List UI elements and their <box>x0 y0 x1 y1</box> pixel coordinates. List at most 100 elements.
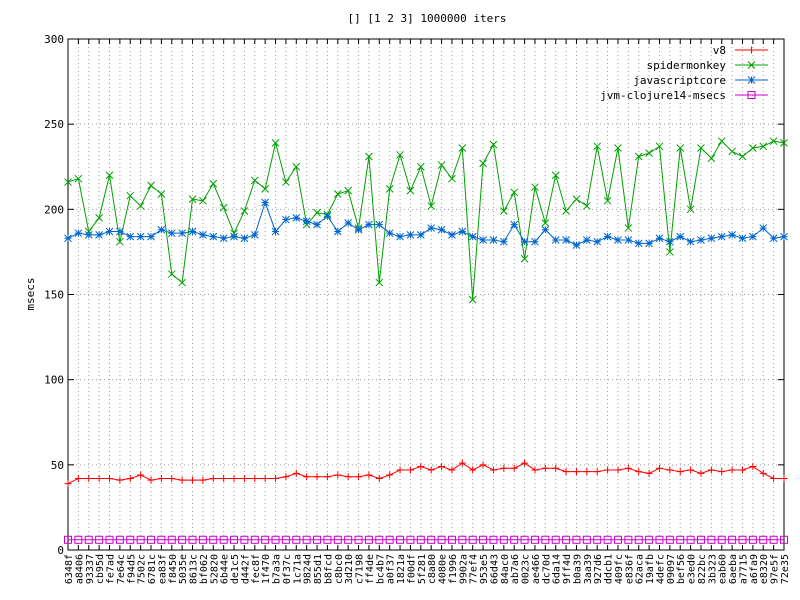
legend-label: javascriptcore <box>633 74 726 87</box>
data-point <box>323 212 332 221</box>
data-point <box>385 185 394 193</box>
data-point <box>427 466 435 474</box>
y-tick-label: 250 <box>44 118 64 131</box>
data-point <box>562 468 570 476</box>
data-point <box>499 207 508 215</box>
data-point <box>136 202 145 210</box>
data-point <box>157 474 165 482</box>
x-tick-label: c7198 <box>355 554 366 584</box>
data-point <box>749 232 757 241</box>
data-point <box>520 254 529 263</box>
legend-marker <box>748 46 755 54</box>
data-point <box>209 232 218 241</box>
data-point <box>676 535 685 544</box>
x-tick-label: 6da14 <box>552 554 563 584</box>
x-tick-label: 19afb <box>645 554 656 584</box>
data-point <box>448 466 456 474</box>
data-point <box>582 202 591 210</box>
data-point <box>209 535 218 544</box>
data-point <box>292 535 301 544</box>
data-point <box>406 466 414 474</box>
data-point <box>759 535 768 544</box>
data-point <box>95 474 103 482</box>
data-point <box>458 459 466 467</box>
x-tick-label: dc70d <box>541 554 552 584</box>
data-point <box>479 236 487 244</box>
data-point <box>95 535 104 544</box>
data-point <box>230 474 238 482</box>
data-point <box>313 473 321 481</box>
data-point <box>572 195 581 203</box>
data-point <box>748 535 757 544</box>
x-tick-label: c8a80 <box>427 554 438 584</box>
x-tick-label: c8bc0 <box>334 554 345 584</box>
data-point <box>303 473 311 481</box>
y-tick-label: 300 <box>44 33 64 46</box>
x-tick-label: f1996 <box>448 554 459 584</box>
x-tick-label: ab7a6 <box>510 554 521 584</box>
x-tick-label: ddcb1 <box>604 554 615 584</box>
data-point <box>448 174 456 183</box>
data-point <box>531 183 539 192</box>
x-tick-label: ea83f <box>157 554 168 584</box>
x-tick-label: a0f37 <box>386 554 397 584</box>
x-tick-label: e836f <box>624 554 635 584</box>
data-point <box>126 535 135 544</box>
data-point <box>188 535 197 544</box>
x-tick-label: 6348f <box>64 554 75 584</box>
data-point <box>770 474 778 482</box>
data-point <box>106 474 114 482</box>
data-point <box>666 248 674 256</box>
data-point <box>188 195 197 203</box>
data-point <box>666 237 674 246</box>
x-tick-label: 822bc <box>697 554 708 584</box>
data-point <box>334 471 342 479</box>
data-point <box>230 535 239 544</box>
data-point <box>717 535 726 544</box>
data-point <box>510 188 519 197</box>
x-tick-label: 7e64c <box>116 554 127 584</box>
data-point <box>313 220 321 229</box>
series-layer <box>64 137 788 544</box>
data-point <box>562 236 570 244</box>
data-point <box>147 476 155 484</box>
data-point <box>593 237 602 246</box>
x-tick-label: 7502c <box>137 554 148 584</box>
data-point <box>261 535 270 544</box>
data-point <box>220 474 228 482</box>
data-point <box>551 535 560 544</box>
data-point <box>74 535 83 544</box>
data-point <box>520 237 529 246</box>
data-point <box>582 535 591 544</box>
data-point <box>728 147 736 156</box>
x-tick-label: e8320 <box>759 554 770 584</box>
data-point <box>188 227 197 236</box>
data-point <box>437 161 446 169</box>
data-point <box>209 179 218 188</box>
x-tick-label: 93337 <box>85 554 96 584</box>
data-point <box>95 213 103 222</box>
x-tick-label: 9824d <box>303 554 314 584</box>
data-point <box>344 535 353 544</box>
data-point <box>707 466 715 474</box>
data-point <box>614 144 622 152</box>
data-point <box>780 535 788 544</box>
data-point <box>64 480 72 488</box>
data-point <box>250 535 259 544</box>
x-tick-label: f00df <box>406 554 417 584</box>
data-point <box>416 231 425 239</box>
x-tick-label: e3ed0 <box>687 554 698 584</box>
x-tick-label: 0023c <box>521 554 532 584</box>
data-point <box>759 469 767 477</box>
data-point <box>686 535 695 544</box>
data-point <box>355 473 363 481</box>
data-point <box>696 535 705 544</box>
data-point <box>230 232 238 241</box>
data-point <box>354 535 363 544</box>
data-point <box>261 474 269 482</box>
data-point <box>447 535 456 544</box>
data-point <box>344 219 353 227</box>
data-point <box>717 232 726 241</box>
data-point <box>510 464 518 472</box>
data-point <box>167 535 176 544</box>
